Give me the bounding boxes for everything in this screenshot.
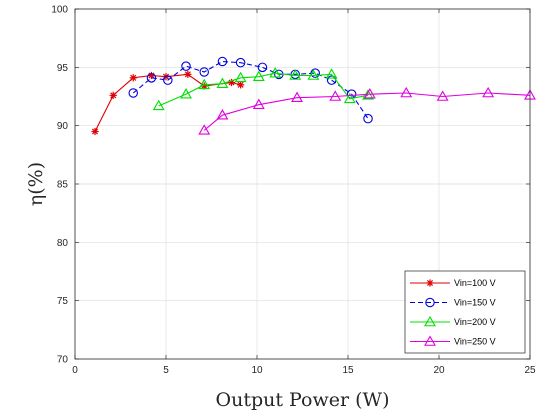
legend-label: Vin=150 V: [454, 298, 496, 308]
data-point: [363, 113, 373, 124]
data-point: [252, 70, 265, 81]
x-tick-label: 10: [251, 365, 263, 376]
data-point: [180, 88, 192, 99]
y-tick-label: 90: [57, 121, 69, 132]
legend-marker: [425, 297, 435, 308]
series-line: [203, 92, 531, 131]
data-point: [310, 68, 320, 78]
data-point: [216, 77, 229, 88]
data-point: [307, 69, 320, 80]
legend-box: [404, 270, 526, 354]
legend: Vin=100 V Vin=150 V Vin=200 V Vin=250 V: [404, 270, 526, 354]
data-point: [436, 90, 449, 101]
y-tick-label: 80: [57, 238, 69, 249]
x-tick-label: 5: [163, 365, 169, 376]
legend-label: Vin=200 V: [454, 317, 496, 327]
data-point: [269, 67, 282, 78]
data-point: [343, 92, 356, 104]
y-axis-title: η(%): [25, 162, 47, 206]
x-tick-label: 25: [524, 365, 536, 376]
series-layer: [91, 56, 536, 136]
star-stroke: [426, 279, 434, 287]
data-point: [237, 81, 245, 89]
data-point: [91, 127, 99, 136]
legend-entry: Vin=100 V: [410, 278, 496, 288]
legend-marker: [424, 335, 436, 346]
legend-marker: [424, 315, 436, 327]
data-point: [181, 61, 191, 71]
data-point: [257, 62, 268, 73]
data-point: [163, 75, 173, 85]
data-point: [363, 88, 376, 99]
data-point: [291, 91, 303, 102]
data-point: [152, 99, 165, 111]
legend-entry: Vin=200 V: [410, 315, 496, 327]
data-point: [217, 56, 228, 67]
data-point: [329, 90, 342, 101]
x-axis-title: Output Power (W): [216, 389, 390, 411]
data-point: [198, 78, 211, 90]
grid: [75, 9, 530, 359]
data-point: [216, 109, 229, 120]
y-tick-label: 85: [57, 180, 69, 191]
series-3: [152, 67, 374, 111]
x-tick-label: 20: [433, 365, 445, 376]
data-point: [184, 70, 192, 78]
data-point: [400, 86, 413, 98]
data-point: [482, 86, 495, 98]
data-point: [325, 68, 338, 79]
legend-entry: Vin=250 V: [410, 335, 496, 347]
y-tick-label: 70: [57, 355, 69, 366]
x-tick-label: 15: [342, 365, 354, 376]
data-point: [128, 88, 138, 98]
y-tick-label: 100: [51, 5, 68, 16]
axis-ticks: 0 5 10 15 20 25 70 75 80 85 90 95 100: [51, 5, 536, 377]
x-tick-label: 0: [72, 365, 78, 376]
star-stroke: [130, 74, 137, 81]
legend-marker: [426, 279, 434, 287]
y-tick-label: 75: [57, 296, 69, 307]
legend-entry: Vin=150 V: [410, 298, 496, 308]
legend-label: Vin=250 V: [454, 337, 496, 347]
data-point: [146, 73, 157, 83]
data-point: [235, 57, 246, 68]
series-line: [132, 60, 369, 119]
data-point: [289, 69, 302, 80]
star-stroke: [184, 71, 191, 78]
data-point: [129, 74, 137, 82]
data-point: [199, 67, 209, 77]
data-point: [234, 71, 247, 83]
legend-label: Vin=100 V: [454, 278, 496, 288]
data-point: [109, 91, 117, 99]
data-point: [198, 124, 211, 135]
star-stroke: [110, 92, 117, 99]
y-tick-label: 95: [57, 63, 69, 74]
star-stroke: [91, 128, 99, 135]
data-point: [252, 98, 265, 109]
star-stroke: [237, 81, 244, 88]
